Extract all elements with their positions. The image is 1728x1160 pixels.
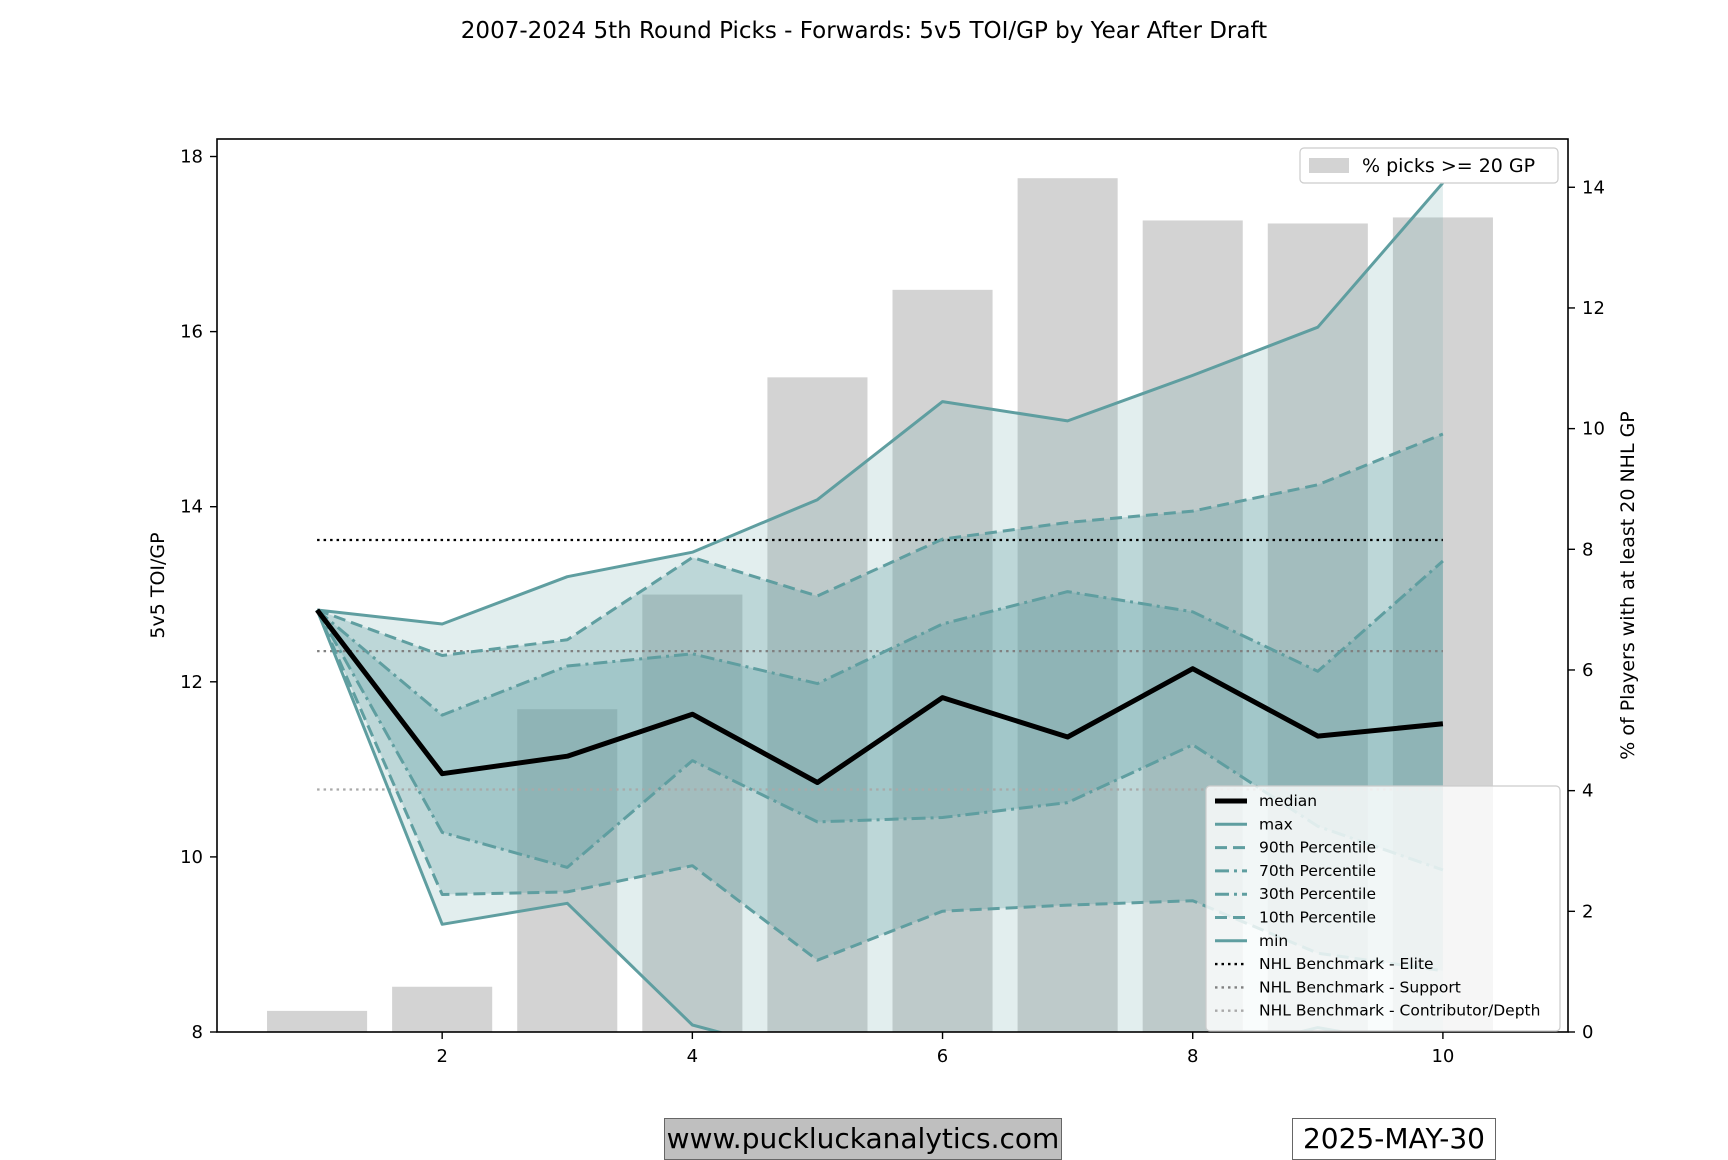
legend-bars-box — [1299, 147, 1559, 184]
series-line-median — [315, 608, 1444, 785]
bar-year-4 — [642, 594, 743, 1032]
legend-bars-label: % picks >= 20 GP — [1362, 155, 1535, 177]
x-tick-label: 6 — [937, 1046, 948, 1067]
series-line-90th-percentile — [316, 432, 1444, 657]
series-line-max — [316, 181, 1445, 626]
x-tick-label: 8 — [1187, 1046, 1198, 1067]
legend-label: NHL Benchmark - Contributor/Depth — [1259, 1002, 1540, 1020]
legend-label: 90th Percentile — [1259, 839, 1376, 857]
y-tick-label: 10 — [180, 847, 203, 868]
y2-tick-label: 8 — [1582, 539, 1593, 560]
legend-label: min — [1259, 932, 1288, 950]
y2-tick-label: 6 — [1582, 660, 1593, 681]
plot-frame — [216, 138, 1569, 1033]
y2-tick-label: 2 — [1582, 901, 1593, 922]
y-tick-label: 16 — [180, 322, 203, 343]
legend-label: 10th Percentile — [1259, 909, 1376, 927]
x-tick-label: 10 — [1431, 1046, 1454, 1067]
series-line-min — [315, 609, 1352, 1032]
legend-bars-swatch — [1309, 158, 1349, 173]
legend-main-box — [1205, 785, 1561, 1032]
legend-bars: % picks >= 20 GP — [1299, 147, 1559, 184]
legend-main: median max 90th Percentile 70th Percentile 3… — [1205, 785, 1561, 1032]
band-min-max — [317, 182, 1443, 1032]
bar-year-1 — [267, 1010, 368, 1032]
y2-tick-label: 4 — [1582, 781, 1593, 802]
band-30-70 — [317, 561, 1443, 870]
legend-label: max — [1259, 815, 1293, 833]
bands-layer — [317, 182, 1443, 1032]
date-label: 2025-MAY-30 — [1292, 1118, 1496, 1160]
y2-tick-label: 0 — [1582, 1022, 1593, 1043]
bar-year-7 — [1017, 178, 1118, 1032]
y2-tick-label: 12 — [1582, 298, 1605, 319]
chart-title: 2007-2024 5th Round Picks - Forwards: 5v… — [460, 18, 1268, 44]
axes-layer: 2 4 6 8 10 8 10 12 14 16 18 0 2 4 6 8 10 12 14 5v5 TOI/GP % … — [147, 138, 1639, 1067]
legend-label: median — [1259, 792, 1317, 810]
bar-year-2 — [392, 986, 493, 1032]
website-label: www.puckluckanalytics.com — [664, 1118, 1062, 1160]
bar-year-5 — [767, 377, 868, 1032]
y-axis-label: 5v5 TOI/GP — [147, 532, 169, 638]
y-tick-label: 8 — [192, 1022, 203, 1043]
y2-tick-label: 10 — [1582, 419, 1605, 440]
y-tick-label: 14 — [180, 497, 203, 518]
y2-tick-label: 14 — [1582, 177, 1605, 198]
legend-label: NHL Benchmark - Elite — [1259, 955, 1434, 973]
legend-label: NHL Benchmark - Support — [1259, 978, 1461, 996]
y2-axis-label: % of Players with at least 20 NHL GP — [1617, 411, 1639, 760]
y-tick-label: 18 — [180, 147, 203, 168]
legend-label: 70th Percentile — [1259, 862, 1376, 880]
legend-label: 30th Percentile — [1259, 885, 1376, 903]
x-tick-label: 2 — [436, 1046, 447, 1067]
y-tick-label: 12 — [180, 672, 203, 693]
legend-layer: % picks >= 20 GP median max 90th Percentile… — [1205, 147, 1561, 1032]
band-10-90 — [317, 434, 1443, 971]
x-tick-label: 4 — [687, 1046, 698, 1067]
series-line-70th-percentile — [316, 559, 1444, 717]
